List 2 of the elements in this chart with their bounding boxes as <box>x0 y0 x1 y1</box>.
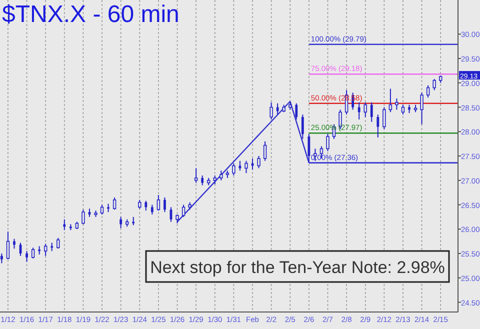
annotation: Next stop for the Ten-Year Note: 2.98% <box>150 258 445 277</box>
chart-title: $TNX.X - 60 min <box>2 1 180 28</box>
